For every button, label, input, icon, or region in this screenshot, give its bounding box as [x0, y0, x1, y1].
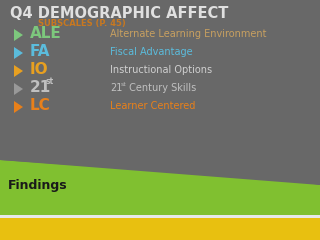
Text: Learner Centered: Learner Centered: [110, 101, 196, 111]
Polygon shape: [14, 29, 23, 41]
Polygon shape: [0, 215, 320, 218]
Text: Century Skills: Century Skills: [126, 83, 196, 93]
Text: Fiscal Advantage: Fiscal Advantage: [110, 47, 193, 57]
Text: 21: 21: [110, 83, 122, 93]
Text: LC: LC: [30, 98, 51, 114]
Polygon shape: [0, 218, 320, 240]
Text: FA: FA: [30, 44, 50, 60]
Text: Malone (2012): Malone (2012): [260, 224, 315, 234]
Polygon shape: [14, 83, 23, 95]
Polygon shape: [0, 160, 320, 215]
Polygon shape: [14, 65, 23, 77]
Text: SUBSCALES (P. 45): SUBSCALES (P. 45): [38, 19, 126, 28]
Polygon shape: [0, 0, 320, 185]
Polygon shape: [14, 47, 23, 59]
Polygon shape: [14, 101, 23, 113]
Text: st: st: [121, 83, 127, 88]
Text: st: st: [46, 78, 54, 86]
Text: Alternate Learning Environment: Alternate Learning Environment: [110, 29, 267, 39]
Text: ALE: ALE: [30, 26, 62, 42]
Text: 21: 21: [30, 80, 51, 96]
Text: Instructional Options: Instructional Options: [110, 65, 212, 75]
Text: Q4 DEMOGRAPHIC AFFECT: Q4 DEMOGRAPHIC AFFECT: [10, 6, 228, 21]
Text: Findings: Findings: [8, 180, 68, 192]
Text: IO: IO: [30, 62, 49, 78]
